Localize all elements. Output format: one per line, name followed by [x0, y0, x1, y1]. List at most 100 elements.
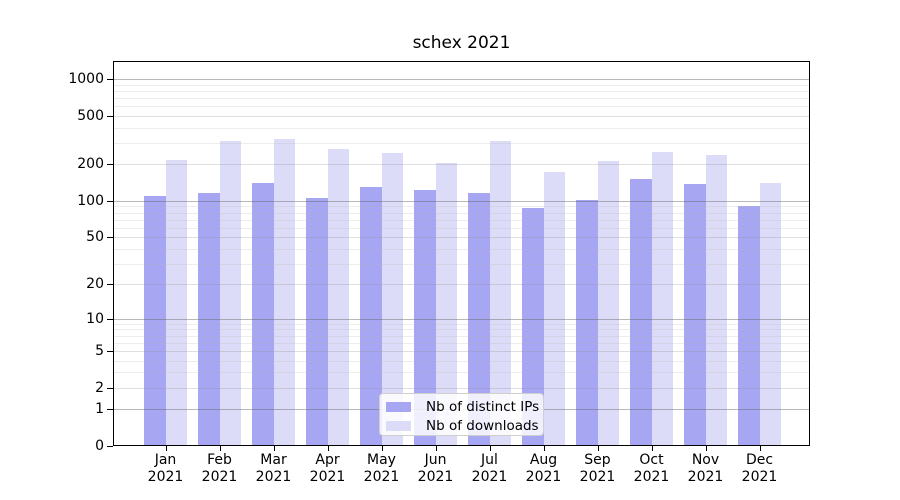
minor-gridline — [113, 323, 810, 325]
y-tick-label: 2 — [95, 379, 104, 396]
minor-gridline — [113, 248, 810, 250]
bar-downloads-mar — [273, 139, 295, 446]
y-tick-label: 500 — [77, 107, 104, 124]
bar-downloads-apr — [327, 148, 349, 446]
major-gridline — [113, 318, 810, 320]
legend-swatch-distinct-ips — [386, 402, 411, 412]
x-tick-mark — [219, 446, 221, 451]
bar-distinct-ips-mar — [252, 182, 274, 446]
y-tick-label: 5 — [95, 342, 104, 359]
legend-entry-distinct-ips: Nb of distinct IPs — [386, 398, 540, 416]
bar-distinct-ips-jan — [144, 195, 166, 446]
legend: Nb of distinct IPs Nb of downloads — [379, 393, 544, 436]
bar-downloads-dec — [759, 183, 781, 446]
y-tick-label: 20 — [86, 276, 104, 293]
bar-downloads-oct — [651, 151, 673, 446]
x-tick-label: Sep 2021 — [579, 452, 616, 485]
bar-downloads-aug — [543, 171, 565, 446]
minor-gridline — [113, 227, 810, 229]
bar-downloads-jul — [489, 140, 511, 446]
x-tick-label: Nov 2021 — [687, 452, 724, 485]
minor-gridline — [113, 206, 810, 208]
major-gridline — [113, 387, 810, 389]
minor-gridline — [113, 263, 810, 265]
chart-title: schex 2021 — [412, 33, 511, 53]
minor-gridline — [113, 97, 810, 99]
y-tick-mark — [107, 350, 113, 352]
minor-gridline — [113, 212, 810, 214]
y-tick-mark — [107, 284, 113, 286]
major-gridline — [113, 78, 810, 80]
bar-distinct-ips-dec — [738, 205, 760, 446]
y-tick-label: 0 — [95, 438, 104, 454]
bar-distinct-ips-nov — [684, 184, 706, 446]
bar-downloads-may — [381, 153, 403, 446]
x-tick-mark — [759, 446, 761, 451]
minor-gridline — [113, 335, 810, 337]
x-tick-label: Apr 2021 — [309, 452, 346, 485]
x-tick-mark — [651, 446, 653, 451]
x-tick-mark — [381, 446, 383, 451]
y-tick-label: 1 — [95, 401, 104, 418]
bar-distinct-ips-feb — [198, 193, 220, 446]
minor-gridline — [113, 372, 810, 374]
major-gridline — [113, 237, 810, 239]
y-tick-label: 100 — [77, 192, 104, 209]
x-tick-mark — [489, 446, 491, 451]
x-tick-mark — [273, 446, 275, 451]
legend-entry-downloads: Nb of downloads — [386, 417, 539, 435]
legend-label-downloads: Nb of downloads — [426, 418, 539, 434]
y-tick-mark — [107, 237, 113, 239]
major-gridline — [113, 200, 810, 202]
x-tick-label: Dec 2021 — [741, 452, 778, 485]
x-tick-label: Feb 2021 — [201, 452, 238, 485]
minor-gridline — [113, 219, 810, 221]
legend-label-distinct-ips: Nb of distinct IPs — [426, 399, 540, 415]
x-tick-label: Mar 2021 — [255, 452, 292, 485]
x-tick-label: Jun 2021 — [417, 452, 454, 485]
major-gridline — [113, 115, 810, 117]
minor-gridline — [113, 342, 810, 344]
minor-gridline — [113, 106, 810, 107]
minor-gridline — [113, 329, 810, 331]
y-tick-mark — [107, 446, 113, 448]
y-tick-mark — [107, 115, 113, 117]
y-tick-mark — [107, 78, 113, 81]
x-tick-label: May 2021 — [363, 452, 400, 485]
y-tick-mark — [107, 318, 113, 320]
major-gridline — [113, 164, 810, 166]
bar-distinct-ips-aug — [522, 208, 544, 446]
y-tick-mark — [107, 409, 113, 411]
bar-distinct-ips-jun — [414, 189, 436, 446]
x-tick-mark — [327, 446, 329, 451]
major-gridline — [113, 284, 810, 286]
x-tick-mark — [435, 446, 437, 451]
plot-area — [113, 61, 810, 446]
minor-gridline — [113, 127, 810, 129]
bar-distinct-ips-oct — [630, 179, 652, 446]
bar-downloads-jan — [165, 160, 187, 446]
bar-downloads-feb — [219, 141, 241, 446]
minor-gridline — [113, 84, 810, 86]
bar-downloads-jun — [435, 163, 457, 446]
x-tick-mark — [705, 446, 707, 451]
x-tick-mark — [165, 446, 167, 451]
minor-gridline — [113, 360, 810, 362]
x-tick-mark — [543, 446, 545, 451]
minor-gridline — [113, 142, 810, 144]
x-tick-mark — [597, 446, 599, 451]
minor-gridline — [113, 90, 810, 92]
bar-downloads-sep — [597, 160, 619, 446]
bar-distinct-ips-jul — [468, 193, 490, 446]
bar-distinct-ips-may — [360, 187, 382, 446]
bar-distinct-ips-apr — [306, 198, 328, 446]
x-tick-label: Jul 2021 — [471, 452, 508, 485]
bar-downloads-nov — [705, 155, 727, 446]
y-tick-label: 10 — [86, 310, 104, 327]
y-tick-mark — [107, 387, 113, 389]
y-tick-mark — [107, 164, 113, 166]
y-tick-label: 200 — [77, 156, 104, 173]
y-tick-label: 1000 — [68, 70, 104, 87]
bar-distinct-ips-sep — [576, 199, 598, 446]
